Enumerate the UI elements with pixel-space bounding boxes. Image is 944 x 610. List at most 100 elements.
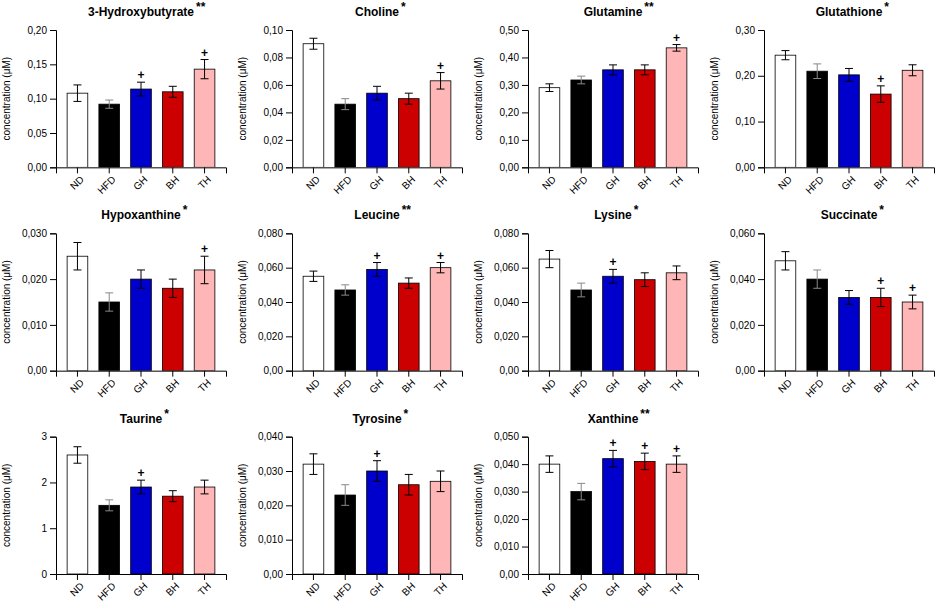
tick-mark (522, 268, 528, 269)
tick-mark (522, 140, 528, 141)
title: Succinate (821, 208, 878, 222)
tick-mark (817, 167, 818, 173)
tick-label: HFD (331, 174, 353, 196)
tick-mark (109, 167, 110, 173)
tick-label: 0,080 (258, 228, 283, 239)
tick: GH (603, 371, 621, 396)
axis-line (57, 371, 227, 377)
tick: 0,15 (28, 59, 56, 70)
tick-label: 0,00 (500, 162, 520, 173)
tick-mark (581, 167, 582, 173)
tick-label: 0,40 (500, 52, 520, 63)
bar (539, 464, 560, 574)
tick-mark (522, 112, 528, 113)
tick: 0,060 (730, 228, 764, 239)
tick-label: TH (196, 580, 213, 597)
tick: 0,050 (494, 431, 528, 442)
error-bar (545, 456, 553, 472)
bar (902, 70, 923, 167)
tick: TH (196, 574, 213, 598)
tick-mark (286, 268, 292, 269)
tick-mark (50, 64, 56, 65)
tick: 0,00 (264, 162, 292, 173)
title: Leucine (354, 208, 400, 222)
bar (603, 70, 624, 168)
bar (67, 455, 88, 574)
chart-container: 0,000,050,100,150,20NDHFDGHBHTHconcentra… (0, 0, 944, 610)
tick-label: BH (400, 174, 418, 192)
tick-label: GH (603, 580, 621, 598)
bar (162, 288, 183, 370)
tick: 0,00 (500, 365, 528, 376)
tick-mark (849, 167, 850, 173)
tick: TH (432, 371, 449, 395)
marker-label: + (609, 436, 616, 450)
marks (303, 38, 451, 167)
tick: ND (304, 167, 322, 191)
tick-mark (345, 167, 346, 173)
tick: BH (400, 167, 418, 191)
tick: GH (367, 167, 385, 192)
tick-label: 0,30 (500, 80, 520, 91)
tick-label: GH (367, 580, 385, 598)
tick-label: 0,10 (736, 116, 756, 127)
tick-label: 0,02 (264, 135, 284, 146)
tick-label: GH (367, 174, 385, 192)
marker-label: + (201, 242, 208, 256)
title: Xanthine (588, 412, 639, 426)
bar (303, 44, 324, 168)
tick: GH (131, 371, 149, 396)
bar (335, 104, 356, 167)
tick: 0,00 (28, 365, 56, 376)
tick-mark (644, 167, 645, 173)
tick-label: 0,00 (264, 365, 284, 376)
axis-line (50, 31, 57, 168)
axis-line (286, 31, 293, 168)
error-bar (373, 86, 381, 100)
error-bar (341, 485, 349, 506)
marker-label: + (137, 68, 144, 82)
error-bar (105, 293, 113, 311)
marker-label: + (609, 255, 616, 269)
tick-mark (172, 574, 173, 580)
tick-label: TH (432, 377, 449, 394)
bar (99, 505, 120, 574)
tick-mark (522, 437, 528, 438)
x-axis: NDHFDGHBHTH (765, 167, 935, 196)
tick-label: ND (776, 377, 794, 395)
bar (603, 459, 624, 574)
tick-mark (50, 325, 56, 326)
subplot: 0,000,0100,0200,0300,040NDHFDGHBHTHconce… (237, 407, 463, 603)
tick-mark (50, 371, 56, 372)
error-bar (577, 76, 585, 84)
error-bar (169, 491, 177, 502)
error-bar (877, 288, 885, 306)
tick-mark (549, 574, 550, 580)
x-axis: NDHFDGHBHTH (529, 574, 699, 603)
axis-line (50, 437, 57, 574)
tick-label: HFD (95, 377, 117, 399)
tick-mark (581, 574, 582, 580)
axis-line (293, 575, 463, 581)
tick-label: 0,020 (730, 320, 755, 331)
error-bar (641, 65, 649, 75)
marks (303, 454, 451, 574)
tick: BH (400, 574, 418, 598)
bar (367, 471, 388, 574)
tick-label: BH (164, 377, 182, 395)
bar (430, 81, 451, 168)
tick-label: HFD (803, 174, 825, 196)
tick: 0,02 (264, 135, 292, 146)
error-bar (169, 279, 177, 297)
tick: BH (872, 167, 890, 191)
bar (398, 283, 419, 371)
tick-mark (286, 167, 292, 168)
tick-label: 0,10 (500, 135, 520, 146)
tick-label: GH (131, 174, 149, 192)
marker-label: + (373, 447, 380, 461)
tick-label: ND (540, 377, 558, 395)
figure: 0,000,050,100,150,20NDHFDGHBHTHconcentra… (0, 0, 944, 610)
tick: 0,040 (258, 297, 292, 308)
tick-label: GH (131, 377, 149, 395)
tick-label: 3 (41, 431, 47, 442)
